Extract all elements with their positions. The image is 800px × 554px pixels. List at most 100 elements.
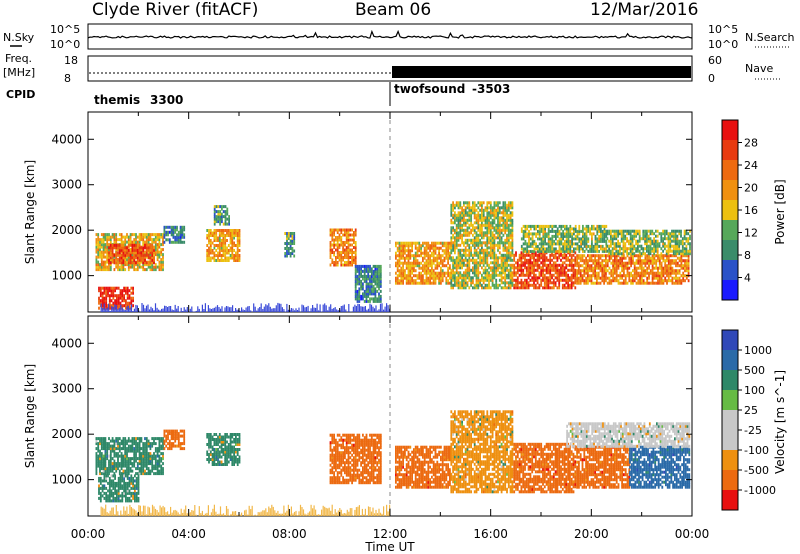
scatter-cell (158, 235, 161, 239)
scatter-cell (441, 249, 444, 253)
scatter-cell (631, 234, 634, 238)
scatter-cell (145, 268, 148, 272)
scatter-cell (513, 258, 516, 262)
scatter-cell (445, 276, 448, 280)
scatter-cell (683, 234, 686, 238)
scatter-cell (402, 264, 404, 268)
scatter-cell (498, 233, 501, 237)
scatter-cell (102, 263, 105, 267)
scatter-cell (507, 268, 510, 272)
scatter-cell (588, 256, 591, 260)
scatter-cell (111, 246, 114, 250)
scatter-cell (335, 256, 337, 259)
scatter-cell (497, 248, 499, 252)
scatter-cell (648, 261, 650, 265)
scatter-cell (622, 249, 625, 253)
scatter-cell (367, 267, 370, 271)
scatter-cell (111, 457, 114, 461)
scatter-cell (457, 203, 460, 207)
scatter-cell (434, 256, 437, 260)
scatter-cell (515, 251, 517, 255)
scatter-cell (486, 208, 489, 212)
scatter-cell (672, 234, 675, 238)
scatter-cell (111, 253, 114, 257)
scatter-cell (379, 277, 382, 281)
ground-scatter-mark (275, 305, 277, 312)
scatter-cell (545, 268, 548, 272)
scatter-cell (506, 241, 508, 245)
scatter-cell (466, 233, 469, 237)
scatter-cell (628, 259, 631, 263)
scatter-cell (479, 201, 481, 205)
scatter-cell (226, 229, 228, 232)
scatter-cell (211, 251, 214, 255)
scatter-cell (633, 234, 636, 238)
scatter-cell (527, 266, 530, 270)
scatter-cell (333, 263, 335, 267)
scatter-cell (226, 239, 228, 242)
scatter-cell (102, 260, 105, 264)
scatter-cell (590, 264, 593, 268)
scatter-cell (473, 246, 476, 250)
scatter-cell (459, 263, 462, 267)
ground-scatter-mark (253, 303, 255, 312)
scatter-cell (99, 299, 102, 303)
scatter-cell (289, 234, 292, 238)
scatter-cell (481, 226, 483, 230)
scatter-cell (656, 242, 659, 246)
scatter-cell (461, 276, 463, 280)
ground-scatter-mark (191, 306, 193, 312)
scatter-cell (555, 247, 557, 251)
scatter-cell (472, 271, 474, 275)
scatter-cell (569, 232, 572, 236)
scatter-cell (578, 256, 580, 260)
scatter-cell (100, 255, 103, 259)
scatter-cell (438, 271, 440, 275)
scatter-cell (425, 246, 428, 250)
scatter-cell (336, 256, 339, 259)
scatter-cell (291, 242, 294, 245)
scatter-cell (477, 221, 480, 225)
scatter-cell (610, 252, 612, 256)
scatter-cell (455, 278, 458, 282)
scatter-cell (124, 243, 127, 247)
scatter-cell (409, 276, 412, 280)
scatter-cell (520, 229, 523, 233)
scatter-cell (236, 251, 239, 255)
ground-scatter-mark (254, 306, 256, 312)
scatter-cell (664, 261, 667, 265)
scatter-cell (556, 227, 559, 231)
scatter-cell (621, 261, 623, 265)
scatter-cell (345, 233, 348, 237)
scatter-cell (635, 261, 638, 265)
scatter-cell (667, 239, 670, 243)
scatter-cell (104, 449, 107, 453)
scatter-cell (513, 283, 516, 287)
scatter-cell (610, 279, 613, 283)
scatter-cell (498, 256, 501, 260)
scatter-cell (687, 259, 690, 263)
scatter-cell (99, 255, 101, 259)
scatter-cell (349, 256, 352, 259)
scatter-cell (613, 237, 616, 241)
scatter-cell (477, 213, 480, 217)
scatter-cell (601, 247, 604, 251)
scatter-cell (370, 287, 373, 291)
scatter-cell (167, 238, 169, 242)
scatter-cell (475, 266, 478, 270)
scatter-cell (100, 250, 103, 254)
nave-tick-bottom: 0 (708, 72, 715, 85)
scatter-cell (115, 253, 118, 257)
scatter-cell (678, 264, 681, 268)
scatter-cell (115, 233, 118, 237)
scatter-cell (614, 269, 616, 273)
scatter-cell (416, 251, 419, 255)
scatter-cell (176, 238, 178, 242)
scatter-cell (611, 247, 614, 251)
scatter-cell (468, 258, 471, 262)
scatter-cell (611, 242, 614, 246)
scatter-cell (624, 279, 627, 283)
scatter-cell (665, 237, 668, 241)
scatter-cell (565, 286, 568, 290)
scatter-cell (569, 239, 572, 243)
